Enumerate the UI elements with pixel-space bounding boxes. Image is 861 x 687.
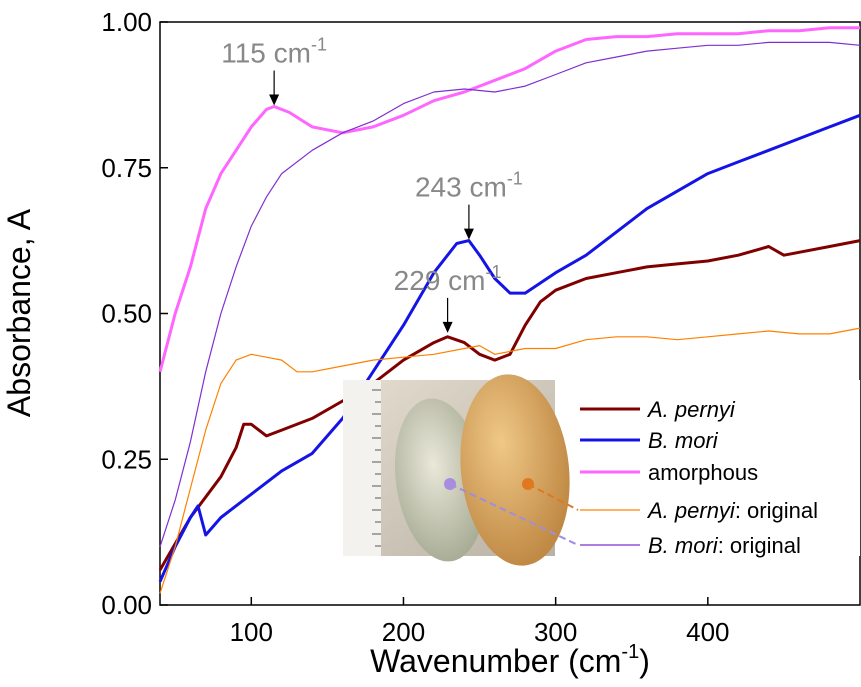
annotation-sup: -1	[507, 169, 523, 189]
y-tick-label: 0.00	[101, 590, 152, 620]
legend-label-part: : original	[735, 498, 818, 523]
legend-label-part: A. pernyi	[646, 498, 736, 523]
x-axis-label-end: )	[639, 643, 650, 679]
x-tick-label: 300	[534, 617, 577, 647]
annotation-main: 229 cm	[394, 265, 486, 296]
annotation: 115 cm-1	[221, 35, 327, 69]
annotation-arrowhead	[443, 322, 453, 333]
dot-a-pernyi	[522, 478, 534, 490]
ruler	[343, 380, 381, 556]
annotation-main: 243 cm	[415, 172, 507, 203]
annotation-sup: -1	[486, 262, 502, 282]
legend-label-part: B. mori	[648, 428, 719, 453]
legend-label-part: B. mori	[648, 533, 719, 558]
legend-label: A. pernyi: original	[646, 498, 818, 523]
legend-label-part: amorphous	[648, 460, 758, 485]
x-tick-label: 200	[382, 617, 425, 647]
x-axis-label-sup: -1	[621, 641, 639, 663]
chart: Absorbance, A Wavenumber (cm-1) 0.000.25…	[0, 0, 861, 687]
annotation-arrowhead	[464, 229, 474, 240]
legend-label-part: : original	[718, 533, 801, 558]
annotation: 243 cm-1	[415, 169, 523, 203]
y-tick-label: 1.00	[101, 7, 152, 37]
y-tick-label: 0.50	[101, 299, 152, 329]
legend-label: amorphous	[648, 460, 758, 485]
annotation-main: 115 cm	[221, 38, 311, 69]
annotation-sup: -1	[311, 35, 327, 55]
dot-b-mori	[444, 478, 456, 490]
page: Absorbance, A Wavenumber (cm-1) 0.000.25…	[0, 0, 861, 687]
legend-label: B. mori	[648, 428, 719, 453]
annotation-arrowhead	[269, 95, 279, 106]
x-tick-label: 100	[230, 617, 273, 647]
y-axis-label: Absorbance, A	[1, 208, 37, 417]
y-tick-label: 0.25	[101, 444, 152, 474]
legend-label: B. mori: original	[648, 533, 801, 558]
annotation: 229 cm-1	[394, 262, 502, 296]
y-tick-label: 0.75	[101, 153, 152, 183]
legend-label-part: A. pernyi	[646, 397, 736, 422]
x-axis-label-main: Wavenumber (cm	[370, 643, 621, 679]
x-tick-label: 400	[686, 617, 729, 647]
legend-label: A. pernyi	[646, 397, 736, 422]
